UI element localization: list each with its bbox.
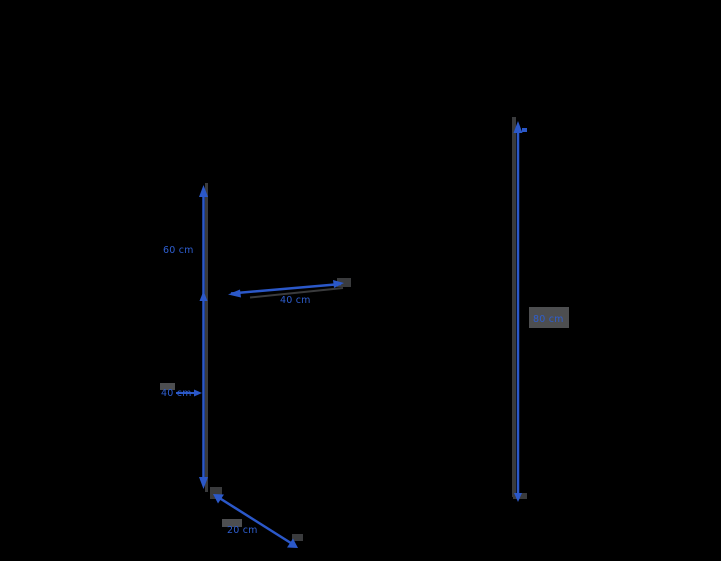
left-bottom-leader-arrow-icon xyxy=(194,389,202,397)
diagonal-label-box xyxy=(222,519,242,527)
left-bottom-label-box xyxy=(160,383,175,390)
right-dimension-arrow-top-icon xyxy=(513,121,523,133)
horizontal-dimension-label: 40 cm xyxy=(280,295,311,306)
left-bottom-dimension-label: 40 cm xyxy=(161,388,192,399)
right-label-box xyxy=(529,307,569,328)
left-dimension-arrow-top-icon xyxy=(199,185,208,197)
horizontal-arrow-left-icon xyxy=(228,289,241,298)
left-dimension-arrow-middle-icon xyxy=(199,291,208,301)
horizontal-trace xyxy=(249,287,344,299)
diagonal-arrow-upper-icon xyxy=(213,494,224,504)
blue-dimension-layer: 60 cm 40 cm 40 cm 20 cm 80 cm xyxy=(161,121,564,548)
diagonal-dimension-line xyxy=(216,495,295,547)
horizontal-trace-box xyxy=(337,278,351,287)
right-dimension-tick xyxy=(522,128,527,132)
diagonal-trace-lower xyxy=(292,534,303,541)
left-dimension-arrow-bottom-icon xyxy=(199,477,208,489)
right-dimension-label: 80 cm xyxy=(533,314,564,325)
right-dimension-arrow-bottom-icon xyxy=(514,493,522,502)
diagonal-dimension-label: 20 cm xyxy=(227,525,258,536)
horizontal-dimension-line xyxy=(230,282,342,295)
left-top-dimension-label: 60 cm xyxy=(163,245,194,256)
gray-trace-layer xyxy=(160,117,569,541)
horizontal-arrow-right-icon xyxy=(333,280,344,288)
diagonal-arrow-lower-icon xyxy=(287,538,298,548)
